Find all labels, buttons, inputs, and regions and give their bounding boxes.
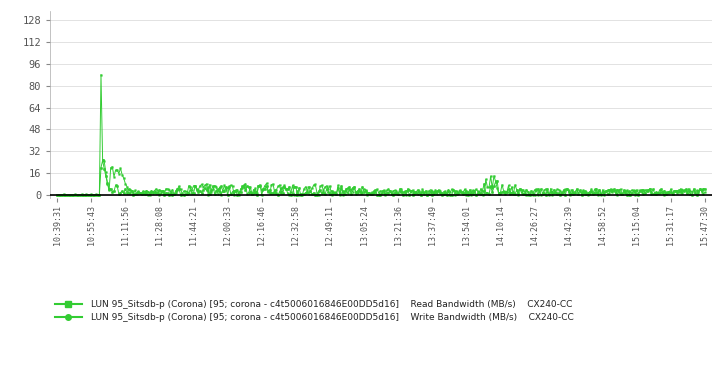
Legend: LUN 95_Sitsdb-p (Corona) [95; corona - c4t5006016846E00DD5d16]    Read Bandwidth: LUN 95_Sitsdb-p (Corona) [95; corona - c…: [55, 300, 574, 322]
